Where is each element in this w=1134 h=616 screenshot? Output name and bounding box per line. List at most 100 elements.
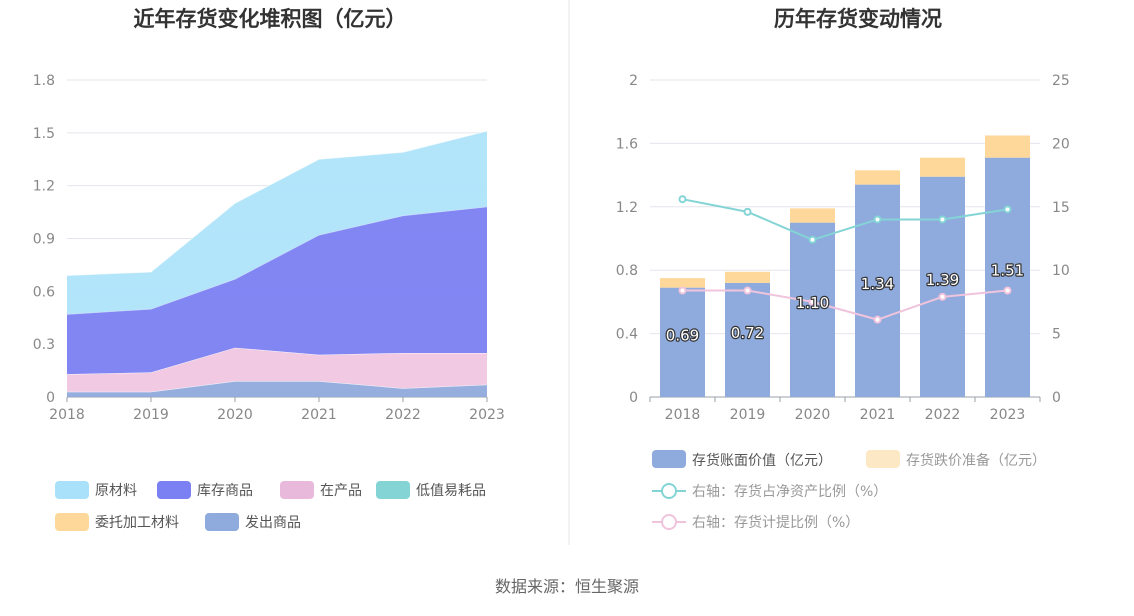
left-legend-swatch bbox=[157, 481, 191, 499]
left-x-tick-label: 2019 bbox=[133, 407, 169, 423]
left-y-tick-label: 0.3 bbox=[33, 337, 55, 353]
bar-value-label: 1.34 bbox=[861, 275, 894, 293]
line-point bbox=[743, 207, 752, 216]
right-right-y-tick-label: 25 bbox=[1052, 73, 1070, 89]
line-point bbox=[873, 315, 882, 324]
bar-value-label: 0.69 bbox=[666, 326, 699, 344]
line-point bbox=[678, 286, 687, 295]
line-point bbox=[1003, 205, 1012, 214]
left-legend-label: 委托加工材料 bbox=[95, 515, 179, 531]
right-x-tick-label: 2019 bbox=[730, 407, 766, 423]
line-右轴：存货占净资产比例（%） bbox=[682, 198, 1008, 241]
left-legend-swatch bbox=[376, 481, 410, 499]
left-legend-label: 发出商品 bbox=[245, 515, 301, 531]
right-left-y-tick-label: 0 bbox=[629, 390, 638, 406]
left-area-在产品 bbox=[67, 347, 487, 392]
line-point bbox=[678, 195, 687, 204]
left-y-tick-label: 0.9 bbox=[33, 232, 55, 248]
left-legend-swatch bbox=[280, 481, 314, 499]
right-x-tick-labels: 2018 2019 2020 2021 2022 2023 bbox=[649, 397, 1041, 423]
bar-value-label: 1.39 bbox=[926, 271, 959, 289]
data-source: 数据来源：恒生聚源 bbox=[495, 577, 639, 596]
left-chart-title: 近年存货变化堆积图（亿元） bbox=[134, 7, 407, 31]
right-right-y-tick-label: 5 bbox=[1052, 327, 1061, 343]
bar-book-value bbox=[660, 287, 705, 397]
right-legend-swatch bbox=[866, 450, 900, 468]
right-legend-label: 右轴：存货计提比例（%） bbox=[692, 514, 859, 531]
left-legend-swatch bbox=[55, 513, 89, 531]
line-point bbox=[743, 286, 752, 295]
bar-book-value bbox=[920, 176, 965, 397]
left-x-tick-label: 2021 bbox=[301, 407, 337, 423]
line-point bbox=[808, 297, 817, 306]
right-right-y-tick-label: 20 bbox=[1052, 136, 1070, 152]
left-legend-label: 低值易耗品 bbox=[416, 483, 486, 499]
right-gridlines bbox=[650, 79, 1040, 398]
bar-impairment bbox=[660, 278, 705, 288]
right-legend-swatch bbox=[652, 450, 686, 468]
left-x-tick-label: 2023 bbox=[469, 407, 505, 423]
left-y-tick-label: 1.2 bbox=[33, 179, 55, 195]
bar-value-label: 1.10 bbox=[796, 294, 829, 312]
left-area-发出商品 bbox=[67, 381, 487, 397]
left-x-tick-label: 2018 bbox=[49, 407, 85, 423]
right-lines bbox=[678, 195, 1012, 324]
right-left-y-tick-label: 0.4 bbox=[616, 327, 638, 343]
left-y-tick-label: 0.6 bbox=[33, 284, 55, 300]
right-x-tick-label: 2022 bbox=[925, 407, 961, 423]
left-legend-swatch bbox=[205, 513, 239, 531]
left-area-edge bbox=[66, 130, 488, 276]
right-right-y-tick-label: 15 bbox=[1052, 200, 1070, 216]
line-右轴：存货计提比例（%） bbox=[682, 289, 1008, 321]
left-legend-label: 原材料 bbox=[95, 483, 137, 499]
left-y-tick-label: 0 bbox=[46, 390, 55, 406]
right-legend-label: 右轴：存货占净资产比例（%） bbox=[692, 483, 887, 500]
right-legend-label: 存货跌价准备（亿元） bbox=[906, 452, 1046, 469]
right-legend-marker bbox=[661, 514, 677, 530]
right-right-y-tick-label: 10 bbox=[1052, 263, 1070, 279]
bar-impairment bbox=[985, 135, 1030, 158]
left-x-tick-label: 2022 bbox=[385, 407, 421, 423]
bar-book-value bbox=[985, 157, 1030, 397]
bar-impairment bbox=[920, 157, 965, 177]
left-area-原材料 bbox=[67, 131, 487, 315]
left-x-tick-label: 2020 bbox=[217, 407, 253, 423]
line-point bbox=[938, 215, 947, 224]
right-left-y-tick-label: 1.6 bbox=[616, 136, 638, 152]
line-point bbox=[1003, 286, 1012, 295]
right-left-y-tick-label: 2 bbox=[629, 73, 638, 89]
left-y-tick-label: 1.8 bbox=[33, 73, 55, 89]
right-x-tick-label: 2018 bbox=[665, 407, 701, 423]
left-legend-label: 库存商品 bbox=[197, 483, 253, 499]
right-left-y-tick-label: 0.8 bbox=[616, 263, 638, 279]
right-legend-label: 存货账面价值（亿元） bbox=[692, 452, 832, 469]
line-point bbox=[808, 235, 817, 244]
right-left-y-tick-label: 1.2 bbox=[616, 200, 638, 216]
right-chart-title: 历年存货变动情况 bbox=[774, 7, 942, 31]
left-legend-label: 在产品 bbox=[320, 483, 362, 499]
left-legend-swatch bbox=[55, 481, 89, 499]
bar-impairment bbox=[855, 170, 900, 185]
left-areas bbox=[66, 130, 488, 397]
right-right-y-tick-label: 0 bbox=[1052, 390, 1061, 406]
bar-book-value bbox=[790, 222, 835, 397]
line-point bbox=[938, 292, 947, 301]
right-legend: 存货账面价值（亿元） 存货跌价准备（亿元） 右轴：存货占净资产比例（%） 右轴：存货计… bbox=[652, 450, 1046, 531]
right-legend-marker bbox=[661, 483, 677, 499]
right-chart: 历年存货变动情况 0.69 0.72 1.10 1.34 1.39 1.51 0 0.4 0.… bbox=[616, 7, 1070, 531]
right-x-tick-label: 2021 bbox=[860, 407, 896, 423]
line-point bbox=[873, 215, 882, 224]
bar-value-label: 1.51 bbox=[991, 261, 1024, 279]
left-y-tick-label: 1.5 bbox=[33, 126, 55, 142]
left-x-tick-labels: 2018 2019 2020 2021 2022 2023 bbox=[49, 397, 505, 423]
bar-impairment bbox=[790, 208, 835, 223]
left-area-库存商品 bbox=[67, 206, 487, 375]
right-x-tick-label: 2020 bbox=[795, 407, 831, 423]
bar-impairment bbox=[725, 271, 770, 283]
right-bar-labels: 0.69 0.72 1.10 1.34 1.39 1.51 bbox=[665, 260, 1026, 345]
left-y-tick-labels: 0 0.3 0.6 0.9 1.2 1.5 1.8 bbox=[33, 73, 55, 406]
right-x-tick-label: 2023 bbox=[990, 407, 1026, 423]
